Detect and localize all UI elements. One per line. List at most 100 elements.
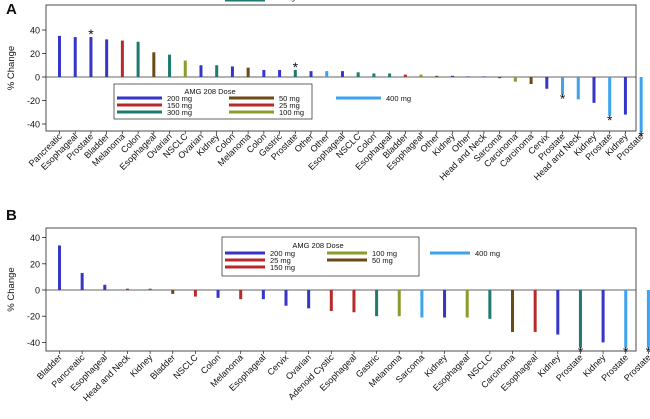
panel-b-bar <box>488 290 492 319</box>
panel-a-bar <box>388 73 392 77</box>
panel-b-y-tick-label: 0 <box>35 286 40 296</box>
panel-b-legend-entry: 400 mg <box>475 249 500 258</box>
panel-a-bar <box>592 77 596 103</box>
panel-a-asterisk-marker: * <box>88 26 94 42</box>
panel-a-y-tick-label: 0 <box>35 73 40 83</box>
panel-b-y-tick-label: -20 <box>27 312 40 322</box>
panel-b-legend-entry: 200 mg <box>270 249 295 258</box>
panel-b-bar <box>239 290 243 300</box>
panel-b-bar <box>329 290 333 311</box>
panel-a-bar <box>529 77 533 85</box>
panel-a-y-tick-label: 40 <box>30 26 40 36</box>
panel-a-bar <box>639 77 643 133</box>
panel-a-asterisk-marker: * <box>607 112 613 128</box>
panel-a-bar <box>576 77 580 100</box>
panel-b-y-tick-label: 40 <box>30 233 40 243</box>
panel-a-bar <box>278 69 282 77</box>
panel-a-legend-entry: 300 mg <box>167 108 192 117</box>
panel-a-bar <box>356 72 360 77</box>
panel-b-bar <box>193 290 197 297</box>
panel-a-asterisk-marker: * <box>560 91 566 107</box>
panel-a-bar <box>498 77 502 79</box>
panel-b-legend-entry: 300 mg <box>270 0 295 2</box>
panel-b-asterisk-marker: * <box>623 344 629 360</box>
panel-a-bar <box>183 60 187 77</box>
panel-b-bar <box>465 290 469 318</box>
panel-b-bar <box>58 245 61 290</box>
panel-b-bar <box>216 290 220 298</box>
panel-b-bar <box>556 290 560 335</box>
panel-b-bar <box>397 290 401 317</box>
panel-b-bar <box>103 284 107 290</box>
panel-a-bar <box>58 35 61 77</box>
panel-a-y-axis-label: % Change <box>6 46 17 90</box>
panel-b-bar <box>80 272 84 290</box>
panel-b-y-tick-label: -40 <box>27 338 40 348</box>
panel-a-y-tick-label: -40 <box>27 120 40 130</box>
panel-a-bar <box>105 39 109 77</box>
panel-b-bar <box>352 290 356 313</box>
panel-a-bar <box>246 67 250 77</box>
panel-a-bar <box>623 77 627 115</box>
panel-a-bar <box>340 71 344 77</box>
panel-a-bar <box>309 71 313 77</box>
panel-a-y-tick-label: 20 <box>30 49 40 59</box>
panel-a-bar <box>120 40 124 77</box>
panel-a-bar <box>435 75 439 77</box>
panel-b-y-tick-label: 20 <box>30 259 40 269</box>
panel-a-legend-title: AMG 208 Dose <box>184 87 235 96</box>
panel-a-label: A <box>6 1 17 18</box>
panel-b-bar <box>261 290 265 300</box>
panel-b-bar <box>601 290 605 343</box>
panel-b-category-label: Bladder <box>148 352 177 381</box>
panel-b-legend-entry: 25 mg <box>270 256 291 265</box>
panel-a-bar <box>262 69 266 77</box>
panel-a-bar <box>215 65 219 77</box>
panel-a-bar <box>545 77 549 89</box>
panel-b-bar <box>171 290 175 294</box>
panel-a-legend-entry: 150 mg <box>167 101 192 110</box>
panel-a-legend-entry: 50 mg <box>279 94 300 103</box>
panel-b-plot-frame <box>45 227 637 352</box>
panel-b-bar <box>420 290 424 318</box>
panel-a-asterisk-marker: * <box>638 128 644 144</box>
panel-a-bar <box>403 74 407 77</box>
panel-b-bar <box>533 290 537 332</box>
panel-b-bar <box>307 290 311 309</box>
panel-b-legend-entry: 100 mg <box>372 249 397 258</box>
panel-a-bar <box>325 71 329 77</box>
panel-a-y-tick-label: -20 <box>27 96 40 106</box>
panel-a-bar <box>199 65 203 77</box>
panel-b-bar <box>148 288 152 290</box>
panel-a-legend-entry: 400 mg <box>386 94 411 103</box>
panel-a-bar <box>230 66 234 77</box>
panel-b-legend-box <box>221 236 420 277</box>
panel-b-legend-title: AMG 208 Dose <box>292 241 343 250</box>
panel-a-bar <box>482 76 486 78</box>
panel-b-bar <box>578 290 582 348</box>
panel-a-bar <box>419 74 423 77</box>
panel-a-bar <box>152 52 156 77</box>
panel-a-bar <box>293 69 297 77</box>
panel-b-bar <box>443 290 447 318</box>
panel-a-legend-entry: 200 mg <box>167 94 192 103</box>
panel-b-y-axis-label: % Change <box>6 267 17 311</box>
panel-a-bar <box>466 76 470 78</box>
panel-a-plot-frame <box>45 4 637 132</box>
panel-a-bar <box>73 37 77 77</box>
panel-b-asterisk-marker: * <box>646 344 650 360</box>
panel-a-bar <box>372 73 376 77</box>
panel-a-bar <box>168 54 172 77</box>
panel-b-category-label: NSCLC <box>171 352 200 381</box>
panel-b-bar <box>125 288 129 290</box>
panel-a-legend-entry: 100 mg <box>279 108 304 117</box>
panel-b-bar <box>284 290 288 306</box>
panel-b-asterisk-marker: * <box>578 344 584 360</box>
panel-b-label: B <box>6 207 17 224</box>
panel-a-asterisk-marker: * <box>293 59 299 75</box>
panel-b-bar <box>511 290 514 332</box>
panel-a-legend-entry: 25 mg <box>279 101 300 110</box>
panel-a-bar <box>608 77 612 116</box>
panel-a-bar <box>89 37 93 77</box>
